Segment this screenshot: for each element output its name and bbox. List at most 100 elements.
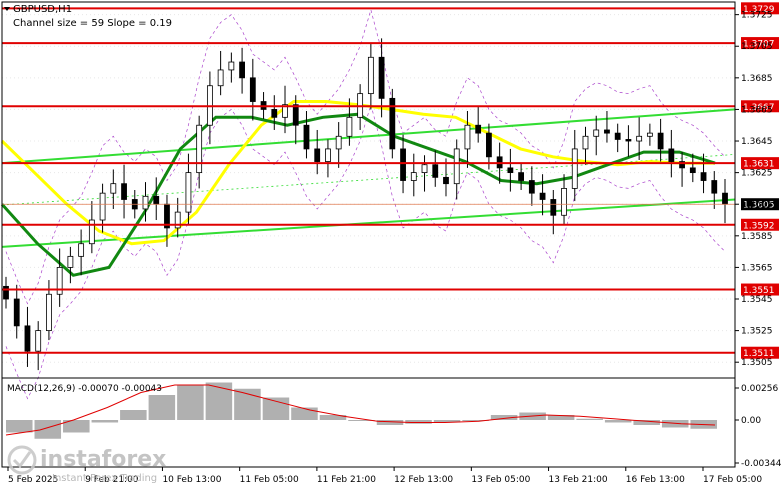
symbol-dropdown-icon[interactable] — [4, 7, 10, 11]
symbol-label: GBPUSD,H1 — [13, 4, 72, 15]
time-tick-label: 16 Feb 13:00 — [626, 475, 685, 485]
candle-body — [303, 124, 310, 150]
candle-body — [453, 148, 460, 185]
macd-bar — [633, 420, 660, 425]
candle-body — [196, 124, 203, 174]
candle-body — [636, 135, 643, 142]
candle-body — [443, 176, 449, 185]
candle-body — [528, 180, 535, 194]
level-price-box — [741, 157, 779, 170]
macd-bar — [376, 420, 404, 425]
macd-label: MACD(12,26,9) -0.00070 -0.00043 — [7, 384, 162, 394]
current-price-label: 1.3605 — [743, 201, 775, 211]
macd-bar — [319, 415, 347, 420]
candle-body — [711, 180, 718, 194]
candle-body — [400, 148, 406, 181]
candle-body — [389, 97, 396, 150]
bollinger-upper — [5, 8, 726, 305]
channel-upper-line — [1, 108, 736, 165]
macd-bar — [177, 385, 204, 420]
candle-body — [657, 132, 664, 150]
candle-body — [410, 172, 417, 181]
candle-body — [78, 243, 85, 257]
candle-body — [475, 124, 482, 134]
price-tick-label: 1.3565 — [741, 263, 773, 273]
macd-bar — [576, 418, 603, 420]
price-tick-label: 1.3605 — [741, 200, 773, 210]
macd-tick-label: 0.00256 — [741, 384, 778, 394]
price-tick-label: 1.3545 — [741, 295, 773, 305]
macd-bar — [547, 415, 575, 420]
macd-bar — [148, 395, 176, 420]
macd-bar — [490, 415, 518, 420]
macd-bar — [91, 420, 119, 423]
candle-body — [571, 148, 578, 189]
candle-body — [314, 148, 321, 162]
price-tick-label: 1.3505 — [741, 358, 773, 368]
candle-body — [13, 298, 20, 327]
price-tick-label: 1.3705 — [741, 42, 773, 52]
plot-frame — [1, 1, 736, 468]
macd-bar — [120, 410, 147, 420]
watermark-brand: instaforex — [40, 447, 166, 472]
support-resistance-levels[interactable]: 1.37291.37071.36671.36311.35921.35511.35… — [2, 2, 779, 359]
current-price-box — [741, 198, 779, 211]
level-price-label: 1.3631 — [743, 160, 775, 170]
candle-body — [271, 109, 278, 118]
candle-body — [539, 192, 546, 200]
macd-bar — [63, 420, 90, 433]
candle-body — [3, 285, 9, 300]
candle-body — [99, 192, 106, 221]
macd-bar — [291, 407, 318, 420]
candle-body — [174, 211, 181, 229]
macd-bar — [6, 420, 33, 433]
level-price-box — [741, 283, 779, 296]
candle-body — [228, 61, 235, 71]
level-price-label: 1.3667 — [743, 103, 775, 113]
candle-body — [582, 135, 589, 150]
price-tick-label: 1.3645 — [741, 137, 773, 147]
candle-body — [88, 219, 95, 245]
candle-body — [561, 188, 567, 216]
candle-body — [239, 61, 245, 79]
candle-body — [722, 192, 728, 205]
price-tick-label: 1.3725 — [741, 11, 773, 21]
candle-body — [121, 183, 127, 200]
instaforex-logo — [7, 445, 37, 475]
candle-body — [249, 77, 256, 102]
level-price-box — [741, 100, 779, 113]
channel-info: Channel size = 59 Slope = 0.19 — [13, 18, 172, 29]
candle-body — [282, 104, 288, 118]
candle-body — [464, 124, 471, 150]
macd-tick-label: 0.00 — [741, 416, 761, 426]
level-price-box — [741, 2, 779, 15]
candle-body — [593, 129, 600, 137]
trend-channel — [1, 108, 736, 248]
time-tick-label: 5 Feb 2025 — [8, 475, 58, 485]
candle-body — [292, 104, 299, 126]
candle-body — [56, 267, 63, 295]
bollinger-lower — [5, 103, 726, 400]
candle-body — [217, 69, 224, 87]
candle-body — [367, 56, 374, 95]
candle-body — [335, 135, 342, 150]
time-tick-label: 10 Feb 13:00 — [162, 475, 221, 485]
macd-bar — [348, 420, 375, 421]
candle-body — [646, 132, 653, 137]
candle-body — [679, 161, 685, 169]
candle-body — [486, 132, 492, 158]
time-tick-label: 12 Feb 13:00 — [394, 475, 453, 485]
candle-body — [153, 195, 160, 205]
macd-bar — [205, 382, 233, 420]
channel-lower-line — [1, 198, 736, 248]
candle-body — [625, 139, 632, 142]
candle-body — [421, 164, 428, 174]
candle-body — [432, 164, 439, 178]
macd-signal-line — [5, 384, 716, 436]
candle-body — [700, 172, 707, 181]
time-tick-label: 13 Feb 21:00 — [549, 475, 608, 485]
level-price-label: 1.3511 — [743, 349, 775, 359]
time-tick-label: 17 Feb 05:00 — [703, 475, 762, 485]
